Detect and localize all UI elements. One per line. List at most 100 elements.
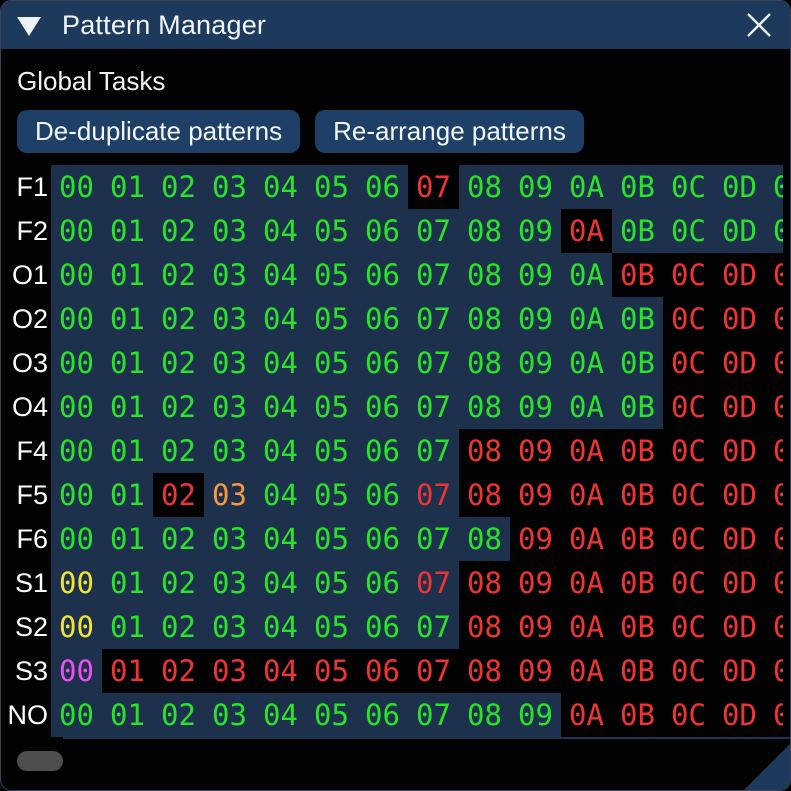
pattern-cell[interactable]: 0C [663,165,714,209]
pattern-cell[interactable]: 02 [153,429,204,473]
pattern-cell[interactable]: 0D [722,478,757,512]
pattern-cell[interactable]: 09 [518,610,553,644]
pattern-cell[interactable]: 01 [102,385,153,429]
pattern-cell[interactable]: 09 [510,385,561,429]
pattern-cell[interactable]: 07 [408,429,459,473]
pattern-cell[interactable]: 04 [255,473,306,517]
pattern-cell[interactable]: 08 [459,693,510,737]
pattern-cell[interactable]: 07 [416,654,451,688]
pattern-cell[interactable]: 0B [612,341,663,385]
pattern-cell[interactable]: 02 [153,561,204,605]
pattern-cell[interactable]: 0C [671,390,706,424]
pattern-cell[interactable]: 08 [459,385,510,429]
pattern-cell[interactable]: 01 [102,209,153,253]
pattern-cell[interactable]: 0E [765,385,783,429]
pattern-cell[interactable]: 01 [102,429,153,473]
pattern-cell[interactable]: 0C [671,478,706,512]
pattern-cell[interactable]: 06 [357,341,408,385]
pattern-cell[interactable]: 0B [620,610,655,644]
pattern-cell[interactable]: 02 [153,605,204,649]
pattern-cell[interactable]: 0B [612,297,663,341]
pattern-cell[interactable]: 03 [204,253,255,297]
pattern-cell[interactable]: 0A [561,385,612,429]
pattern-cell[interactable]: 04 [255,385,306,429]
pattern-cell[interactable]: 05 [306,297,357,341]
pattern-cell[interactable]: 0D [722,522,757,556]
horizontal-scrollbar-thumb[interactable] [17,751,63,771]
pattern-cell[interactable]: 04 [263,654,298,688]
pattern-cell[interactable]: 09 [510,209,561,253]
pattern-cell[interactable]: 05 [314,654,349,688]
pattern-cell[interactable]: 03 [204,165,255,209]
pattern-cell[interactable]: 00 [51,297,102,341]
pattern-cell[interactable]: 02 [153,253,204,297]
pattern-cell[interactable]: 0E [765,341,783,385]
pattern-cell[interactable]: 09 [518,434,553,468]
pattern-cell[interactable]: 04 [255,561,306,605]
pattern-cell[interactable]: 03 [204,429,255,473]
pattern-cell[interactable]: 07 [408,341,459,385]
pattern-cell[interactable]: 0E [765,517,783,561]
pattern-cell[interactable]: 0D [722,434,757,468]
pattern-cell[interactable]: 00 [51,385,102,429]
pattern-cell[interactable]: 0C [671,346,706,380]
pattern-cell[interactable]: 05 [306,253,357,297]
pattern-cell[interactable]: 0D [722,390,757,424]
pattern-cell[interactable]: 06 [357,605,408,649]
pattern-cell[interactable]: 07 [408,253,459,297]
pattern-cell[interactable]: 05 [306,165,357,209]
pattern-cell[interactable]: 06 [357,473,408,517]
pattern-cell[interactable]: 06 [365,654,400,688]
pattern-cell[interactable]: 05 [306,605,357,649]
pattern-cell[interactable]: 06 [357,253,408,297]
pattern-cell[interactable]: 06 [357,429,408,473]
pattern-cell[interactable]: 07 [416,170,451,204]
pattern-cell[interactable]: 03 [204,473,255,517]
pattern-cell[interactable]: 0E [765,429,783,473]
pattern-cell[interactable]: 09 [518,478,553,512]
pattern-cell[interactable]: 0B [620,654,655,688]
pattern-cell[interactable]: 07 [408,385,459,429]
pattern-cell[interactable]: 04 [255,253,306,297]
pattern-cell[interactable]: 0B [620,566,655,600]
pattern-cell[interactable]: 0A [569,522,604,556]
pattern-cell[interactable]: 0A [561,165,612,209]
pattern-cell[interactable]: 06 [357,693,408,737]
pattern-cell[interactable]: 0D [722,566,757,600]
pattern-cell[interactable]: 0B [620,434,655,468]
pattern-cell[interactable]: 00 [51,517,102,561]
pattern-cell[interactable]: 02 [153,385,204,429]
pattern-cell[interactable]: 08 [467,434,502,468]
pattern-cell[interactable]: 05 [306,561,357,605]
pattern-cell[interactable]: 0A [569,654,604,688]
pattern-cell[interactable]: 04 [255,165,306,209]
deduplicate-patterns-button[interactable]: De-duplicate patterns [17,110,301,153]
pattern-cell[interactable]: 05 [306,517,357,561]
pattern-cell[interactable]: 0A [561,297,612,341]
pattern-cell[interactable]: 0B [620,258,655,292]
pattern-cell[interactable]: 0D [722,302,757,336]
pattern-cell[interactable]: 00 [51,209,102,253]
pattern-cell[interactable]: 01 [102,605,153,649]
pattern-cell[interactable]: 02 [153,165,204,209]
pattern-cell[interactable]: 08 [467,478,502,512]
pattern-cell[interactable]: 0C [671,698,706,732]
pattern-cell[interactable]: 0E [765,473,783,517]
pattern-cell[interactable]: 0A [569,566,604,600]
pattern-cell[interactable]: 01 [102,693,153,737]
pattern-cell[interactable]: 01 [110,654,145,688]
pattern-cell[interactable]: 0B [612,165,663,209]
pattern-cell[interactable]: 00 [51,649,102,693]
pattern-cell[interactable]: 04 [255,209,306,253]
pattern-cell[interactable]: 0E [765,297,783,341]
pattern-cell[interactable]: 00 [51,561,102,605]
pattern-cell[interactable]: 09 [518,654,553,688]
pattern-cell[interactable]: 02 [153,209,204,253]
pattern-cell[interactable]: 0E [765,561,783,605]
pattern-cell[interactable]: 01 [102,341,153,385]
close-button[interactable] [744,10,774,40]
pattern-cell[interactable]: 0A [569,610,604,644]
pattern-cell[interactable]: 01 [102,473,153,517]
pattern-cell[interactable]: 08 [459,297,510,341]
pattern-cell[interactable]: 0E [765,693,783,737]
